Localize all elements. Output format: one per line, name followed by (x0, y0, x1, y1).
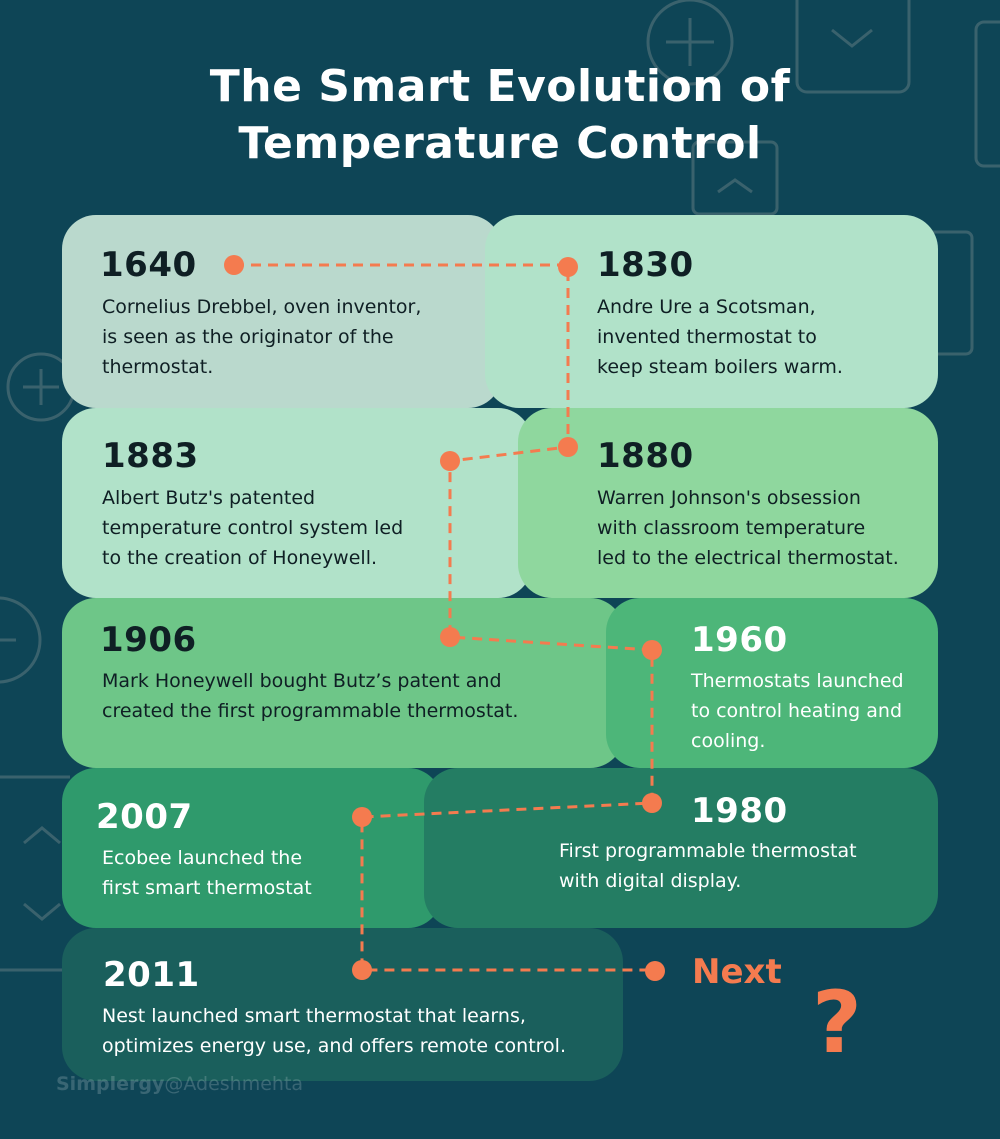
chevron-down-icon (23, 902, 61, 921)
card-1960 (606, 598, 938, 768)
desc-2011-line: optimizes energy use, and offers remote … (102, 1035, 566, 1057)
desc-1880-line: Warren Johnson's obsession (597, 487, 861, 509)
year-1883: 1883 (102, 436, 199, 476)
desc-1980-line: First programmable thermostat (559, 840, 857, 862)
desc-1960-line: Thermostats launched (691, 670, 904, 692)
chevron-up-icon (23, 826, 61, 845)
year-1640: 1640 (100, 245, 197, 285)
desc-1830-line: invented thermostat to (597, 326, 817, 348)
desc-1880: Warren Johnson's obsession with classroo… (597, 483, 899, 573)
desc-1906: Mark Honeywell bought Butz’s patent and … (102, 666, 518, 726)
desc-2011-line: Nest launched smart thermostat that lear… (102, 1005, 526, 1027)
desc-1880-line: led to the electrical thermostat. (597, 547, 899, 569)
plus-circle-icon (646, 0, 734, 86)
desc-1830: Andre Ure a Scotsman, invented thermosta… (597, 292, 843, 382)
desc-1830-line: Andre Ure a Scotsman, (597, 296, 816, 318)
year-2011: 2011 (103, 955, 200, 995)
desc-1906-line: created the first programmable thermosta… (102, 700, 519, 722)
title-line-1: The Smart Evolution of (209, 61, 791, 112)
desc-1980: First programmable thermostat with digit… (559, 836, 857, 896)
desc-1830-line: keep steam boilers warm. (597, 356, 843, 378)
desc-1883-line: Albert Butz's patented (102, 487, 316, 509)
desc-2007-line: Ecobee launched the (102, 847, 303, 869)
desc-1880-line: with classroom temperature (597, 517, 866, 539)
watermark: Simplergy@Adeshmehta (56, 1071, 303, 1097)
desc-1960-line: to control heating and (691, 700, 903, 722)
desc-1640-line: is seen as the originator of the (102, 326, 394, 348)
desc-1980-line: with digital display. (559, 870, 742, 892)
watermark-handle: @Adeshmehta (164, 1073, 304, 1095)
year-1980: 1980 (691, 791, 788, 831)
title-line-2: Temperature Control (238, 118, 762, 169)
watermark-brand: Simplergy (56, 1073, 165, 1095)
chevron-down-box-icon (795, 0, 911, 94)
desc-2011: Nest launched smart thermostat that lear… (102, 1001, 566, 1061)
desc-1883-line: temperature control system led (102, 517, 404, 539)
year-1960: 1960 (691, 620, 788, 660)
minus-circle-icon (0, 596, 42, 684)
desc-1883: Albert Butz's patented temperature contr… (102, 483, 403, 573)
desc-1640: Cornelius Drebbel, oven inventor, is see… (102, 292, 421, 382)
year-1830: 1830 (597, 245, 694, 285)
year-1906: 1906 (100, 620, 197, 660)
desc-1960-line: cooling. (691, 730, 766, 752)
desc-1906-line: Mark Honeywell bought Butz’s patent and (102, 670, 502, 692)
desc-1883-line: to the creation of Honeywell. (102, 547, 378, 569)
desc-1640-line: Cornelius Drebbel, oven inventor, (102, 296, 422, 318)
desc-1640-line: thermostat. (102, 356, 214, 378)
page-title: The Smart Evolution of Temperature Contr… (0, 58, 1000, 172)
next-label: Next (692, 952, 782, 992)
desc-1960: Thermostats launched to control heating … (691, 666, 904, 756)
desc-2007: Ecobee launched the first smart thermost… (102, 843, 312, 903)
year-2007: 2007 (96, 797, 193, 837)
question-mark-icon: ? (812, 973, 862, 1073)
year-1880: 1880 (597, 436, 694, 476)
desc-2007-line: first smart thermostat (102, 877, 312, 899)
